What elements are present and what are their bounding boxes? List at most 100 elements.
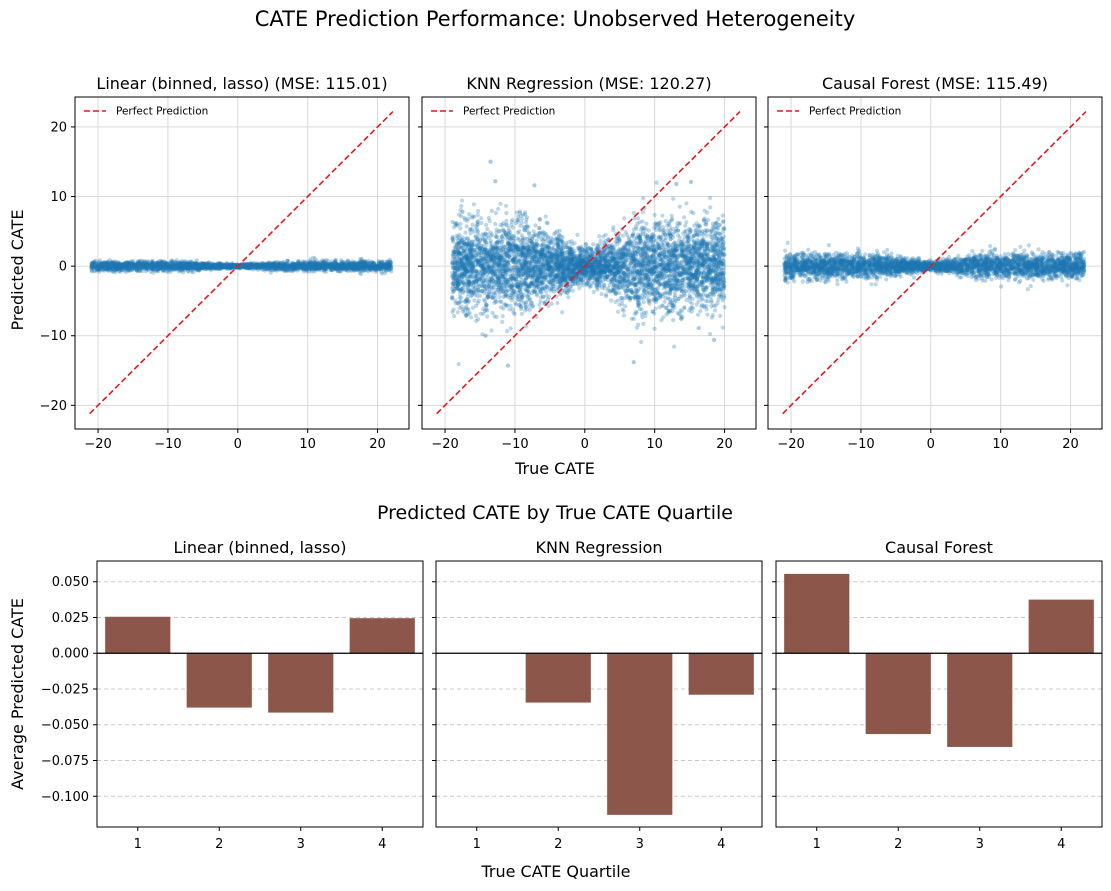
- scatter-point: [136, 261, 141, 266]
- scatter-point: [383, 263, 388, 268]
- scatter-point: [128, 263, 133, 269]
- scatter-point: [133, 262, 138, 267]
- scatter-point: [193, 268, 199, 273]
- x-tick-label: −10: [154, 437, 181, 452]
- scatter-point: [97, 263, 102, 269]
- scatter-point: [135, 266, 140, 271]
- scatter-point: [352, 263, 358, 268]
- scatter-point: [232, 265, 237, 270]
- scatter-point: [330, 261, 335, 266]
- scatter-point: [301, 263, 306, 268]
- scatter-point: [181, 261, 186, 266]
- scatter-point: [93, 268, 98, 273]
- scatter-point: [100, 262, 105, 268]
- scatter-point: [212, 263, 218, 268]
- scatter-point: [207, 264, 212, 270]
- scatter-point: [138, 260, 143, 265]
- scatter-point: [229, 262, 234, 267]
- scatter-point: [231, 263, 236, 268]
- scatter-point: [206, 265, 212, 270]
- scatter-point: [89, 261, 94, 266]
- scatter-point: [180, 264, 185, 269]
- scatter-point: [178, 261, 183, 266]
- scatter-point: [142, 259, 147, 264]
- scatter-point: [172, 265, 178, 271]
- scatter-point: [98, 265, 104, 270]
- scatter-point: [170, 264, 175, 270]
- scatter-point: [218, 264, 223, 269]
- scatter-point: [194, 258, 199, 263]
- scatter-point: [156, 263, 161, 268]
- scatter-point: [231, 263, 236, 268]
- scatter-point: [183, 263, 189, 268]
- scatter-point: [119, 263, 124, 268]
- scatter-point: [349, 266, 354, 271]
- scatter-point: [137, 259, 142, 265]
- scatter-point: [100, 264, 105, 269]
- scatter-point: [176, 262, 181, 267]
- scatter-point: [191, 262, 196, 267]
- scatter-point: [200, 262, 205, 267]
- scatter-point: [201, 262, 206, 267]
- scatter-point: [195, 267, 200, 272]
- scatter-point: [102, 266, 107, 271]
- scatter-point: [167, 261, 172, 266]
- scatter-point: [193, 261, 199, 266]
- scatter-point: [207, 264, 212, 270]
- scatter-point: [196, 265, 201, 271]
- scatter-point: [163, 262, 168, 268]
- scatter-point: [450, 309, 455, 314]
- scatter-point: [158, 265, 163, 270]
- scatter-point: [201, 261, 206, 266]
- scatter-point: [180, 261, 186, 266]
- scatter-point: [239, 264, 244, 269]
- scatter-point: [564, 244, 569, 250]
- scatter-point: [221, 263, 226, 269]
- scatter-point: [514, 210, 519, 215]
- scatter-point: [99, 264, 104, 269]
- scatter-point: [309, 260, 314, 266]
- scatter-point: [160, 268, 165, 274]
- scatter-point: [301, 269, 306, 274]
- scatter-point: [155, 268, 160, 273]
- scatter-point: [224, 264, 229, 270]
- scatter-point: [453, 222, 458, 228]
- scatter-points: [89, 255, 394, 277]
- scatter-point: [192, 262, 197, 267]
- scatter-point: [96, 267, 101, 272]
- scatter-point: [182, 266, 187, 271]
- scatter-point: [278, 264, 283, 270]
- scatter-point: [133, 261, 138, 266]
- scatter-point: [228, 265, 233, 270]
- scatter-point: [185, 262, 190, 267]
- scatter-point: [203, 261, 208, 266]
- scatter-point: [211, 262, 216, 267]
- scatter-point: [165, 263, 170, 268]
- scatter-point: [187, 265, 192, 270]
- scatter-point: [161, 262, 166, 267]
- scatter-point: [116, 264, 121, 269]
- scatter-point: [198, 263, 203, 268]
- scatter-point: [153, 265, 158, 270]
- scatter-point: [506, 225, 511, 230]
- scatter-point: [103, 265, 108, 270]
- scatter-point: [181, 263, 186, 268]
- scatter-point: [181, 265, 186, 270]
- scatter-point: [110, 262, 115, 267]
- scatter-point: [169, 266, 174, 271]
- scatter-point: [164, 265, 169, 270]
- scatter-point: [104, 267, 109, 272]
- scatter-point: [169, 259, 174, 264]
- scatter-point: [154, 263, 159, 268]
- scatter-point: [151, 262, 156, 267]
- scatter-point: [209, 266, 214, 271]
- scatter-point: [123, 263, 128, 268]
- scatter-point: [536, 231, 541, 236]
- scatter-point: [317, 266, 323, 271]
- scatter-point: [221, 263, 227, 268]
- scatter-point: [229, 264, 234, 269]
- scatter-point: [128, 262, 134, 267]
- scatter-point: [213, 265, 218, 270]
- scatter-point: [475, 222, 480, 227]
- scatter-point: [462, 255, 467, 260]
